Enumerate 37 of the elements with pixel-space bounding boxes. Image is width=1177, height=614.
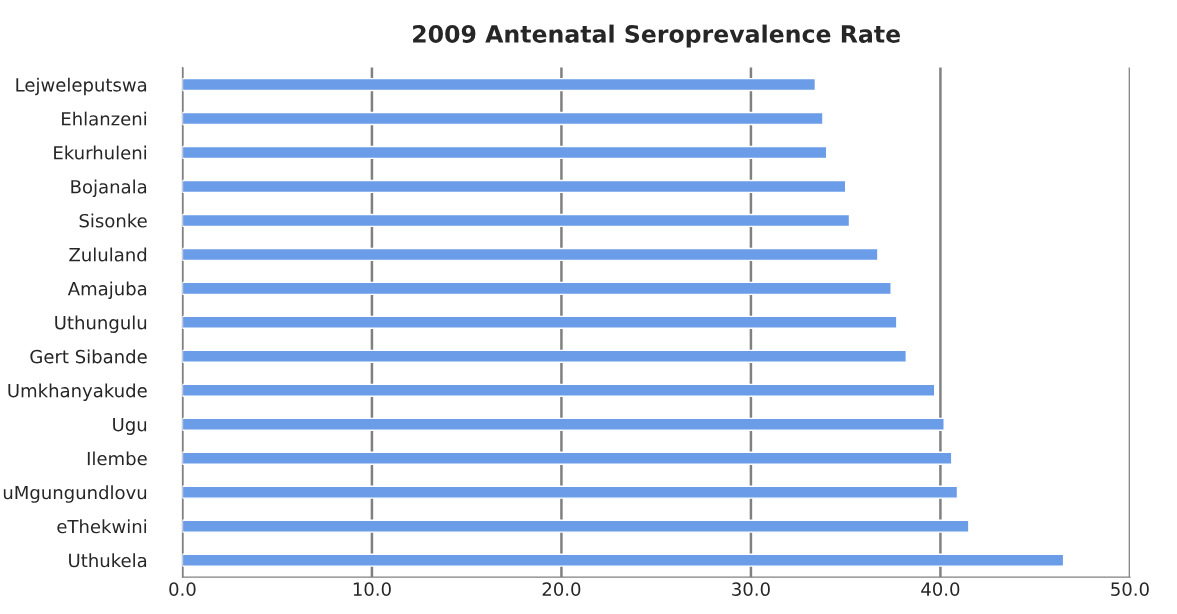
x-tick-label: 50.0: [1111, 582, 1149, 596]
y-tick-label: Ilembe: [87, 451, 147, 466]
y-tick-label: eThekwini: [57, 519, 147, 534]
y-tick-label: Sisonke: [79, 213, 147, 228]
y-tick-label: Lejweleputswa: [16, 77, 147, 96]
y-tick-label: Uthungulu: [55, 315, 147, 333]
bar: [182, 77, 817, 92]
bar: [182, 145, 828, 160]
bar: [182, 417, 945, 431]
bar: [182, 247, 879, 262]
x-tick-label: 40.0: [921, 582, 960, 596]
bar: [182, 383, 936, 397]
x-tick-label: 30.0: [732, 582, 770, 596]
y-tick-label: Umkhanyakude: [8, 383, 147, 401]
y-tick-label: uMgungundlovu: [3, 485, 147, 503]
y-tick-label: Uthukela: [69, 553, 147, 568]
x-tick-label: 20.0: [542, 582, 581, 596]
bar: [182, 281, 892, 296]
y-tick-label: Bojanala: [71, 179, 147, 198]
bar: [182, 315, 898, 329]
y-tick-label: Amajuba: [67, 281, 147, 299]
x-tick-label: 0.0: [169, 582, 196, 596]
bar: [182, 519, 970, 533]
bar: [182, 553, 1065, 567]
y-tick-label: Zululand: [69, 247, 147, 262]
bar: [182, 213, 851, 228]
bar: [182, 349, 908, 363]
x-tick-label: 10.0: [353, 582, 391, 596]
bar: [182, 451, 953, 465]
bar: [182, 485, 959, 499]
y-tick-label: Ehlanzeni: [62, 111, 147, 126]
y-tick-label: Ugu: [113, 417, 147, 435]
chart-title: 2009 Antenatal Seroprevalence Rate: [413, 24, 900, 48]
y-tick-label: Gert Sibande: [30, 349, 147, 364]
bar: [182, 179, 847, 194]
y-tick-label: Ekurhuleni: [54, 145, 147, 160]
bar: [182, 111, 824, 126]
